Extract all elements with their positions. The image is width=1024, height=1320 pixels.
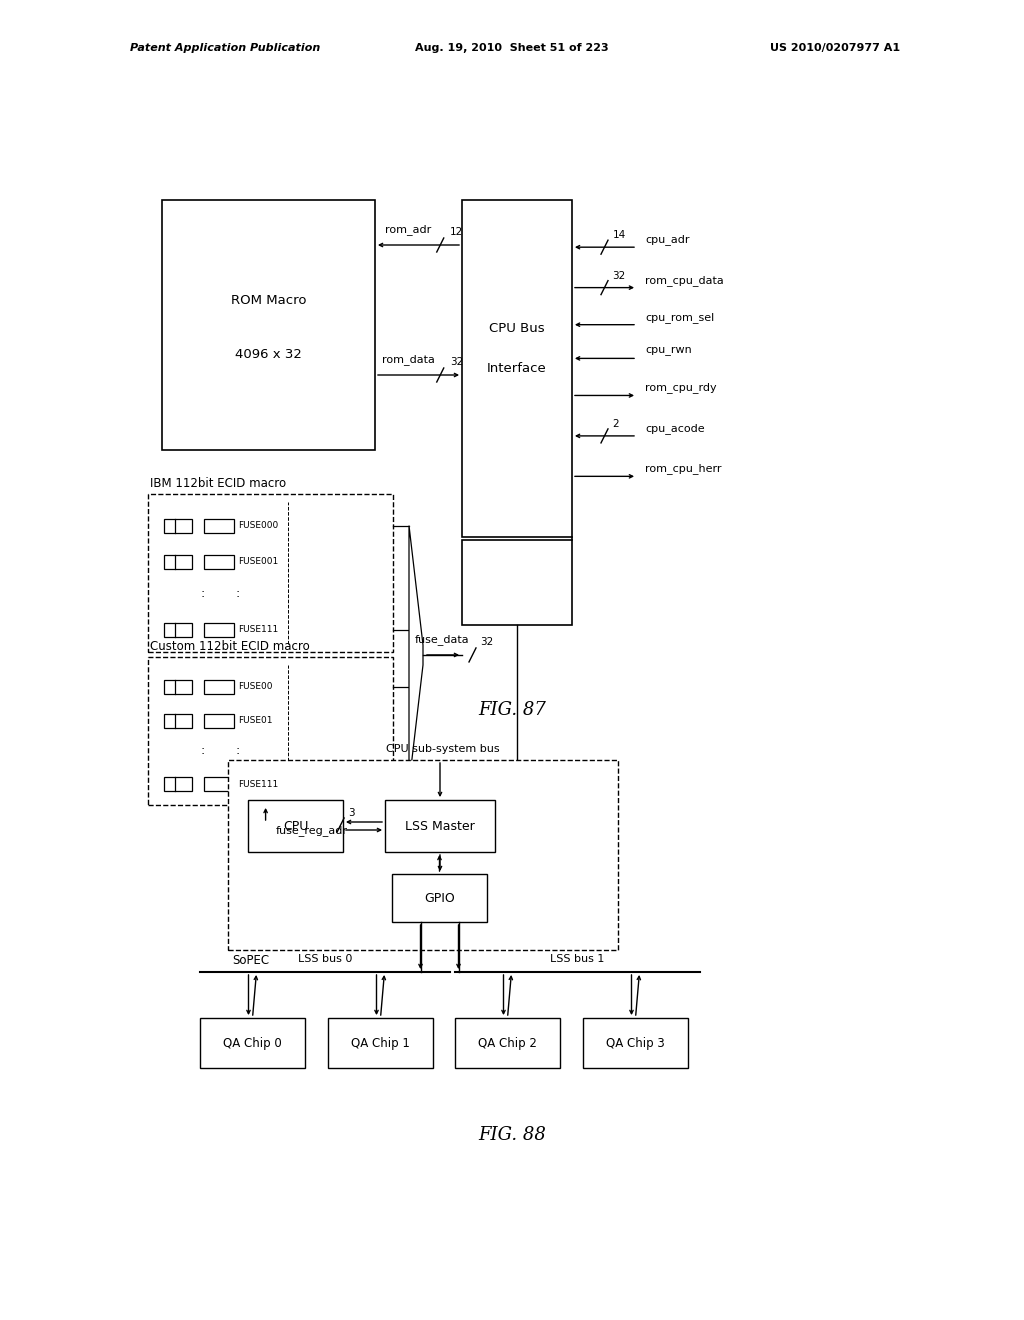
Bar <box>164 554 193 569</box>
Bar <box>583 1018 688 1068</box>
Text: QA Chip 2: QA Chip 2 <box>478 1036 537 1049</box>
Text: Patent Application Publication: Patent Application Publication <box>130 44 321 53</box>
Text: :: : <box>236 743 240 756</box>
Text: FUSE001: FUSE001 <box>238 557 279 566</box>
Bar <box>204 714 234 727</box>
Bar <box>164 680 193 693</box>
Text: :: : <box>201 587 205 601</box>
Text: FUSE01: FUSE01 <box>238 717 272 725</box>
Bar <box>204 777 234 791</box>
Text: QA Chip 3: QA Chip 3 <box>606 1036 665 1049</box>
Text: cpu_acode: cpu_acode <box>645 422 705 434</box>
Text: rom_adr: rom_adr <box>385 224 432 235</box>
Bar <box>462 540 572 624</box>
Bar <box>455 1018 560 1068</box>
Text: cpu_adr: cpu_adr <box>645 234 689 246</box>
Bar <box>164 519 193 532</box>
Text: rom_cpu_herr: rom_cpu_herr <box>645 463 722 474</box>
Text: 32: 32 <box>612 271 626 281</box>
Text: cpu_rom_sel: cpu_rom_sel <box>645 312 715 322</box>
Text: :: : <box>201 743 205 756</box>
Text: FIG. 88: FIG. 88 <box>478 1126 546 1144</box>
Bar <box>204 554 234 569</box>
Text: :: : <box>236 587 240 601</box>
Text: FUSE00: FUSE00 <box>238 682 272 692</box>
Text: LSS Master: LSS Master <box>406 820 475 833</box>
Text: 32: 32 <box>451 356 464 367</box>
Bar <box>204 519 234 532</box>
Polygon shape <box>409 525 423 784</box>
Bar <box>248 800 343 851</box>
Text: 32: 32 <box>480 638 494 647</box>
Text: IBM 112bit ECID macro: IBM 112bit ECID macro <box>150 477 286 490</box>
Bar <box>228 760 618 950</box>
Bar <box>164 714 193 727</box>
Bar <box>204 623 234 636</box>
Text: LSS bus 1: LSS bus 1 <box>550 954 605 964</box>
Text: Aug. 19, 2010  Sheet 51 of 223: Aug. 19, 2010 Sheet 51 of 223 <box>415 44 609 53</box>
Text: CPU: CPU <box>283 820 308 833</box>
Bar <box>462 201 572 537</box>
Bar <box>164 623 193 636</box>
Text: CPU Bus: CPU Bus <box>489 322 545 334</box>
Text: rom_data: rom_data <box>382 354 435 366</box>
Bar <box>200 1018 305 1068</box>
Bar <box>148 657 393 805</box>
Bar <box>162 201 375 450</box>
Text: 14: 14 <box>612 230 626 240</box>
Text: US 2010/0207977 A1: US 2010/0207977 A1 <box>770 44 900 53</box>
Text: FUSE111: FUSE111 <box>238 780 279 789</box>
Bar <box>148 494 393 652</box>
Text: 4096 x 32: 4096 x 32 <box>236 348 302 362</box>
Text: Interface: Interface <box>487 362 547 375</box>
Text: LSS bus 0: LSS bus 0 <box>298 954 352 964</box>
Bar <box>328 1018 433 1068</box>
Bar <box>164 777 193 791</box>
Bar <box>392 874 487 921</box>
Text: SoPEC: SoPEC <box>232 954 269 968</box>
Text: CPU sub-system bus: CPU sub-system bus <box>386 744 500 754</box>
Text: GPIO: GPIO <box>424 891 455 904</box>
Bar <box>385 800 495 851</box>
Text: QA Chip 1: QA Chip 1 <box>351 1036 410 1049</box>
Text: 2: 2 <box>612 418 620 429</box>
Text: Custom 112bit ECID macro: Custom 112bit ECID macro <box>150 640 309 653</box>
Text: 12: 12 <box>451 227 464 238</box>
Text: rom_cpu_rdy: rom_cpu_rdy <box>645 383 717 393</box>
Text: rom_cpu_data: rom_cpu_data <box>645 275 724 285</box>
Text: fuse_data: fuse_data <box>415 634 470 645</box>
Text: QA Chip 0: QA Chip 0 <box>223 1036 282 1049</box>
Text: fuse_reg_adr: fuse_reg_adr <box>275 825 347 836</box>
Text: 3: 3 <box>348 808 355 818</box>
Text: cpu_rwn: cpu_rwn <box>645 346 692 356</box>
Text: FUSE111: FUSE111 <box>238 626 279 635</box>
Text: ROM Macro: ROM Macro <box>230 293 306 306</box>
Text: FIG. 87: FIG. 87 <box>478 701 546 719</box>
Text: FUSE000: FUSE000 <box>238 521 279 531</box>
Bar <box>204 680 234 693</box>
